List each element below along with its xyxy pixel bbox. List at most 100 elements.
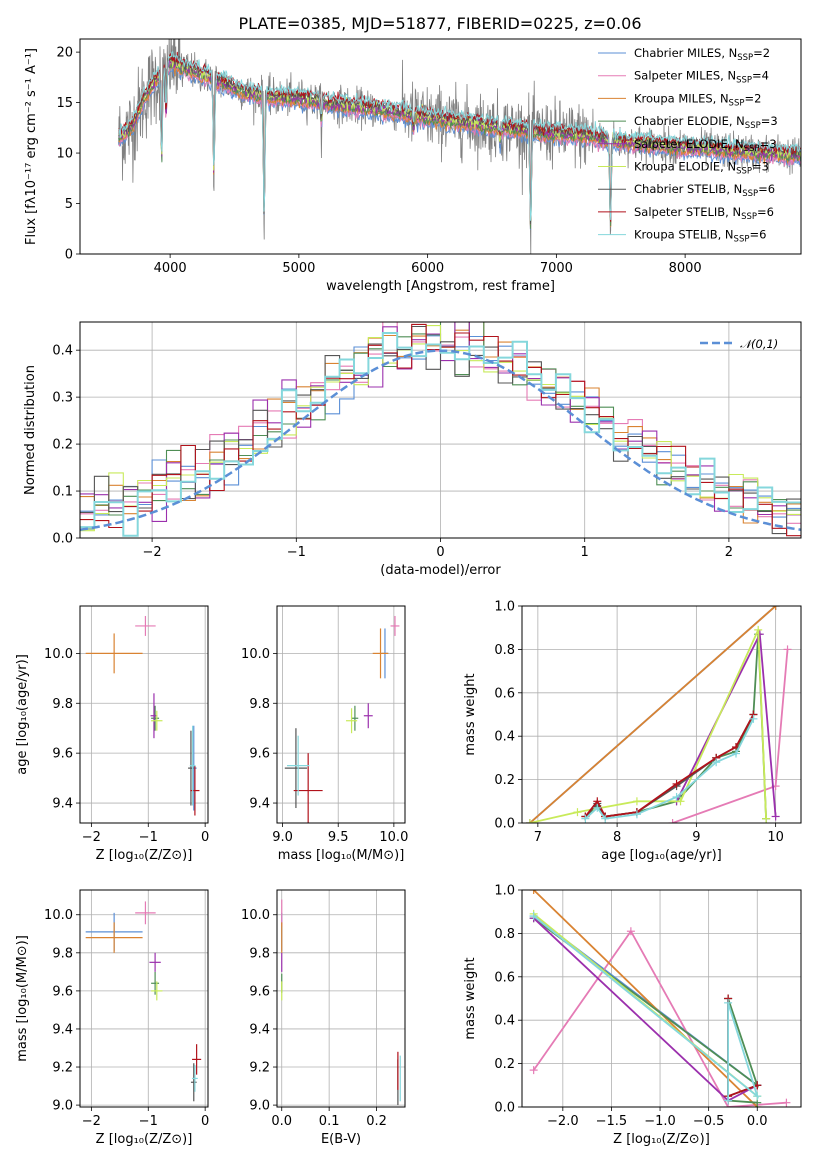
y-tick-label: 0.4 <box>494 730 515 745</box>
x-tick-label: 10 <box>767 830 784 845</box>
mass-weight-line <box>675 630 777 817</box>
y-tick-label: 10.0 <box>44 908 73 923</box>
axes-frame <box>79 889 209 1108</box>
axes-frame <box>79 38 802 255</box>
x-tick-label: −2 <box>82 1114 101 1129</box>
x-tick-label: 9.5 <box>328 830 349 845</box>
plot-residuals: −2 −1 0 1 2 0.0 0.1 0.2 0.3 0.4 (data-model)/error… <box>23 321 802 578</box>
y-tick-label: 20 <box>56 46 73 61</box>
y-tick-label: 0.3 <box>52 391 73 406</box>
x-tick-label: 0.0 <box>271 1114 292 1129</box>
y-tick-label: 0 <box>65 248 73 263</box>
y-tick-label: 0.0 <box>52 532 73 547</box>
y-tick-label: 0.0 <box>494 1101 515 1116</box>
x-tick-label: 6000 <box>411 261 444 276</box>
y-tick-label: 0.4 <box>494 1014 515 1029</box>
x-tick-label: −1 <box>287 545 306 560</box>
legend-entry: Chabrier ELODIE, NSSP=3 <box>634 114 778 131</box>
y-tick-label: 9.0 <box>249 1099 270 1114</box>
legend-entry: Salpeter ELODIE, NSSP=3 <box>634 137 777 154</box>
y-tick-label: 9.2 <box>52 1061 73 1076</box>
x-axis-label: Z [log₁₀(Z/Z⊙)] <box>96 1132 193 1147</box>
y-axis-label: mass [log₁₀(M/M⊙)] <box>15 935 30 1062</box>
x-axis-label: Z [log₁₀(Z/Z⊙)] <box>96 848 193 863</box>
axes-frame <box>521 605 802 824</box>
y-tick-label: 5 <box>65 197 73 212</box>
x-tick-label: 0.2 <box>366 1114 387 1129</box>
x-tick-label: 8 <box>613 830 621 845</box>
plot-area <box>118 39 801 254</box>
y-tick-label: 0.8 <box>494 643 515 658</box>
y-tick-label: 9.8 <box>249 946 270 961</box>
residual-histogram-step <box>80 332 801 537</box>
plot-age_vs_Z: −2 −1 0 9.4 9.6 9.8 10.0 Z [log₁₀(Z/Z⊙)] age [lo… <box>15 605 209 863</box>
y-tick-label: 9.6 <box>249 747 270 762</box>
normal-reference-curve <box>80 349 801 532</box>
y-tick-label: 15 <box>56 96 73 111</box>
x-tick-label: 8000 <box>669 261 702 276</box>
x-tick-label: 9.0 <box>272 830 293 845</box>
y-tick-label: 0.2 <box>52 438 73 453</box>
y-tick-label: 9.6 <box>52 747 73 762</box>
x-tick-label: −1 <box>139 1114 158 1129</box>
mass-weight-line <box>584 634 767 819</box>
y-tick-label: 10.0 <box>241 647 270 662</box>
x-tick-label: 7000 <box>540 261 573 276</box>
plot-spectrum: 4000 5000 6000 7000 8000 0 5 10 15 20 wavelength [… <box>24 38 802 294</box>
x-tick-label: −1 <box>139 830 158 845</box>
x-tick-label: −2.0 <box>547 1114 579 1129</box>
y-tick-label: 9.6 <box>249 984 270 999</box>
legend-entry: Salpeter MILES, NSSP=4 <box>634 69 769 86</box>
x-tick-label: 9 <box>692 830 700 845</box>
x-tick-label: 2 <box>725 545 733 560</box>
y-tick-label: 9.8 <box>249 697 270 712</box>
y-tick-label: 0.6 <box>494 686 515 701</box>
x-axis-label: (data-model)/error <box>380 563 501 578</box>
spectrum-legend: Chabrier MILES, NSSP=2 Salpeter MILES, NS… <box>598 46 778 245</box>
plot-massweight_vs_Z: −2.0 −1.5 −1.0 −0.5 0.0 0.0 0.2 0.4 0.6 0.8 1.0 Z [… <box>463 884 802 1147</box>
y-axis-label: Flux [fλ10⁻¹⁷ erg cm⁻² s⁻¹ A⁻¹] <box>24 48 39 245</box>
x-tick-label: −0.5 <box>693 1114 725 1129</box>
x-axis-label: mass [log₁₀(M/M⊙)] <box>278 848 405 863</box>
y-tick-label: 9.8 <box>52 697 73 712</box>
x-tick-label: −2 <box>82 830 101 845</box>
x-axis-label: age [log₁₀(age/yr)] <box>601 848 722 863</box>
y-tick-label: 0.1 <box>52 485 73 500</box>
mass-weight-line <box>533 917 758 1102</box>
x-tick-label: −1.0 <box>644 1114 676 1129</box>
mass-weight-line <box>584 714 755 818</box>
y-tick-label: 9.4 <box>52 1022 73 1037</box>
x-axis-label: Z [log₁₀(Z/Z⊙)] <box>613 1132 710 1147</box>
plot-area <box>85 901 202 1102</box>
y-tick-label: 10.0 <box>241 908 270 923</box>
y-tick-label: 9.4 <box>249 797 270 812</box>
y-tick-label: 1.0 <box>494 884 515 899</box>
plot-mass_vs_ebv: 0.0 0.1 0.2 9.0 9.2 9.4 9.6 9.8 10.0 E(B-V) <box>241 889 406 1147</box>
plot-mass_vs_Z: −2 −1 0 9.0 9.2 9.4 9.6 9.8 10.0 Z [log₁₀(Z/Z⊙)] m… <box>15 889 209 1147</box>
y-tick-label: 0.2 <box>494 773 515 788</box>
mass-weight-line <box>533 890 758 1107</box>
mass-weight-line <box>584 718 755 820</box>
axes-frame <box>79 605 209 824</box>
mass-weight-line <box>533 915 760 1101</box>
x-tick-label: 10.0 <box>379 830 408 845</box>
x-axis-label: E(B-V) <box>321 1132 361 1147</box>
legend-entry: Kroupa ELODIE, NSSP=3 <box>634 160 769 177</box>
x-tick-label: −1.5 <box>596 1114 628 1129</box>
residual-histogram-step <box>80 325 801 535</box>
x-tick-label: 0.1 <box>319 1114 340 1129</box>
legend-entry: Salpeter STELIB, NSSP=6 <box>634 205 774 222</box>
legend-entry: Chabrier MILES, NSSP=2 <box>634 46 770 63</box>
plot-area <box>529 890 791 1107</box>
x-tick-label: 4000 <box>154 261 187 276</box>
axes-frame <box>276 605 406 824</box>
y-tick-label: 1.0 <box>494 600 515 615</box>
y-tick-label: 10.0 <box>44 647 73 662</box>
x-tick-label: 7 <box>534 830 542 845</box>
figure-title: PLATE=0385, MJD=51877, FIBERID=0225, z=0… <box>238 14 641 33</box>
model-spectrum-line <box>118 50 801 221</box>
x-tick-label: 0 <box>436 545 444 560</box>
plot-area <box>85 615 200 816</box>
mass-weight-line <box>529 606 777 823</box>
